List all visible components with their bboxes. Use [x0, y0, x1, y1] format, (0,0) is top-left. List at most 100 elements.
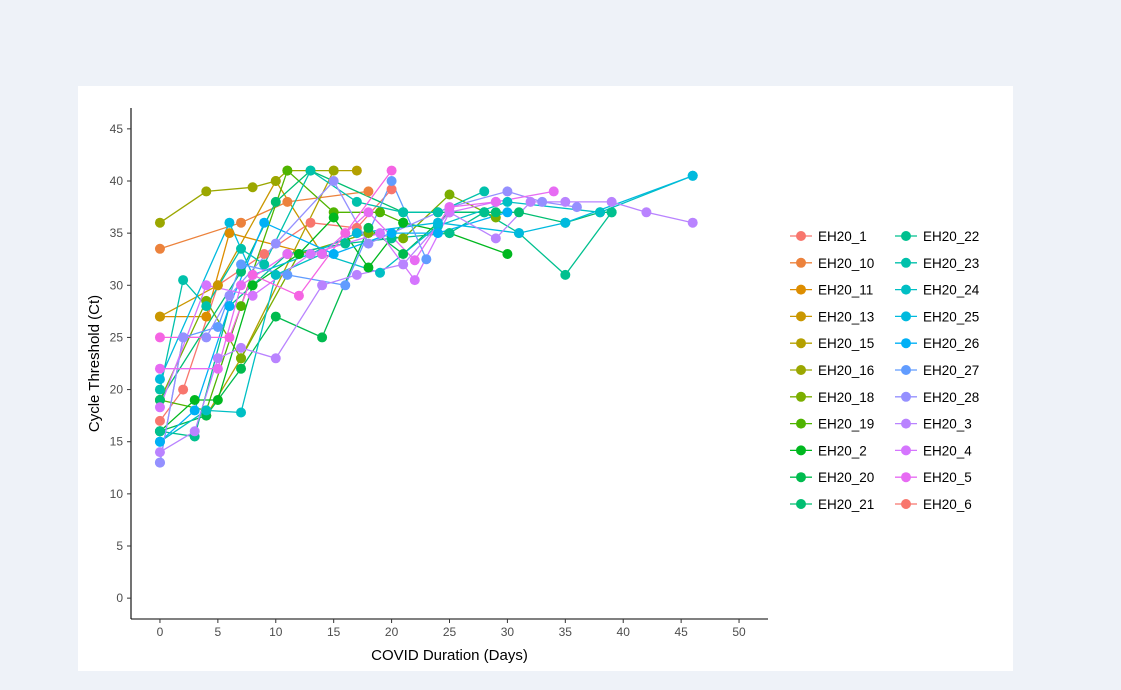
- legend-label: EH20_27: [923, 363, 979, 378]
- data-point-eh20_22: [606, 207, 617, 218]
- x-tick-label: 10: [269, 625, 283, 639]
- legend-key-point: [901, 499, 911, 509]
- series-line-eh20_13: [159, 179, 323, 318]
- x-tick-label: 40: [617, 625, 631, 639]
- x-tick-label: 30: [501, 625, 515, 639]
- x-axis-ticks: 0 5 10 15 20 25 30 35 40 45 50: [157, 619, 746, 639]
- y-axis-title: Cycle Threshold (Ct): [86, 295, 103, 432]
- data-point-eh20_3: [398, 259, 409, 270]
- data-point-eh20_25: [432, 217, 443, 228]
- legend-item-eh20_24: EH20_24: [895, 283, 980, 298]
- data-point-eh20_4: [201, 280, 212, 291]
- data-point-eh20_22: [154, 426, 165, 437]
- data-point-eh20_3: [270, 353, 281, 364]
- data-point-eh20_28: [328, 176, 339, 186]
- legend-key-point: [796, 499, 806, 509]
- data-point-eh20_1: [386, 184, 397, 195]
- legend-item-eh20_23: EH20_23: [895, 256, 979, 271]
- data-point-eh20_26: [432, 228, 443, 239]
- data-point-eh20_11: [201, 311, 212, 322]
- data-point-eh20_25: [513, 228, 524, 239]
- data-point-eh20_5: [548, 186, 559, 197]
- chart-svg: 0 5 10 15 20 25 30 35 40 45 50 051015202530354045 …: [86, 108, 980, 664]
- data-point-eh20_26: [189, 405, 200, 416]
- data-point-eh20_28: [201, 332, 212, 343]
- data-point-eh20_3: [687, 217, 698, 228]
- data-point-eh20_22: [340, 238, 351, 249]
- data-point-eh20_18: [398, 233, 409, 244]
- data-point-eh20_2: [502, 249, 513, 259]
- data-point-eh20_24: [201, 405, 212, 416]
- legend-item-eh20_19: EH20_19: [790, 417, 874, 432]
- legend-key-point: [796, 284, 806, 295]
- legend-key-point: [796, 472, 806, 483]
- data-point-eh20_2: [293, 249, 304, 259]
- legend-key-point: [796, 231, 806, 241]
- data-point-eh20_26: [259, 217, 270, 228]
- data-point-eh20_5: [490, 196, 501, 207]
- data-point-eh20_23: [154, 384, 165, 395]
- data-point-eh20_6: [247, 269, 258, 280]
- legend-item-eh20_10: EH20_10: [790, 256, 874, 271]
- legend-key-point: [901, 257, 911, 268]
- y-axis-ticks: 0 5 10 15 20 25 30 35 40 45: [110, 122, 131, 605]
- legend-label: EH20_25: [923, 309, 979, 324]
- data-point-eh20_27: [340, 280, 351, 291]
- data-point-eh20_1: [305, 217, 316, 228]
- data-point-eh20_6: [154, 332, 165, 343]
- data-point-eh20_20: [398, 249, 409, 259]
- legend: EH20_1 EH20_10 EH20_11 EH20_13 EH20_15 EH20_1…: [790, 229, 980, 512]
- data-point-eh20_2: [189, 395, 200, 405]
- legend-label: EH20_4: [923, 443, 972, 458]
- legend-key-point: [796, 338, 806, 349]
- series-line-eh20_2: [159, 216, 508, 432]
- data-point-eh20_3: [317, 280, 328, 291]
- data-point-eh20_3: [236, 342, 247, 353]
- y-tick-label: 40: [110, 174, 124, 188]
- data-point-eh20_23: [178, 275, 189, 286]
- plot-panel: 0 5 10 15 20 25 30 35 40 45 50 0 5 10 15 20 25 30 35 40 45 …: [78, 86, 1013, 671]
- legend-key-point: [901, 284, 911, 295]
- legend-label: EH20_24: [923, 283, 980, 298]
- data-point-eh20_3: [490, 233, 501, 244]
- legend-item-eh20_21: EH20_21: [790, 497, 874, 512]
- y-tick-label: 15: [110, 435, 124, 449]
- data-point-eh20_19: [236, 301, 247, 312]
- legend-label: EH20_26: [923, 336, 979, 351]
- data-point-eh20_28: [537, 196, 548, 207]
- legend-label: EH20_18: [818, 390, 874, 405]
- data-point-eh20_11: [224, 228, 235, 239]
- data-point-eh20_28: [154, 457, 165, 468]
- data-point-eh20_1: [178, 384, 189, 395]
- data-point-eh20_3: [606, 196, 617, 207]
- data-point-eh20_13: [154, 311, 165, 322]
- legend-label: EH20_13: [818, 309, 874, 324]
- data-point-eh20_2: [247, 280, 258, 291]
- data-point-eh20_25: [560, 217, 571, 228]
- data-point-eh20_28: [502, 186, 513, 197]
- data-point-eh20_4: [375, 228, 386, 239]
- legend-label: EH20_3: [923, 417, 972, 432]
- series-line-eh20_19: [159, 169, 404, 412]
- data-point-eh20_26: [328, 249, 339, 259]
- data-point-eh20_27: [386, 176, 397, 186]
- y-tick-label: 25: [110, 330, 124, 344]
- data-point-eh20_3: [154, 447, 165, 458]
- data-point-eh20_16: [201, 186, 212, 197]
- data-point-eh20_19: [282, 165, 293, 176]
- legend-key-point: [796, 365, 806, 375]
- data-point-eh20_20: [270, 311, 281, 322]
- series-points: [154, 165, 698, 468]
- data-point-eh20_13: [212, 280, 223, 291]
- x-tick-label: 0: [157, 625, 164, 639]
- series-line-eh20_6: [160, 170, 393, 339]
- data-point-eh20_26: [386, 228, 397, 239]
- data-point-eh20_5: [363, 207, 374, 218]
- legend-label: EH20_21: [818, 497, 874, 512]
- data-point-eh20_6: [386, 165, 397, 176]
- legend-item-eh20_22: EH20_22: [895, 229, 979, 244]
- legend-item-eh20_5: EH20_5: [895, 470, 972, 485]
- data-point-eh20_16: [328, 165, 339, 176]
- legend-item-eh20_3: EH20_3: [895, 417, 972, 432]
- data-point-eh20_23: [236, 243, 247, 254]
